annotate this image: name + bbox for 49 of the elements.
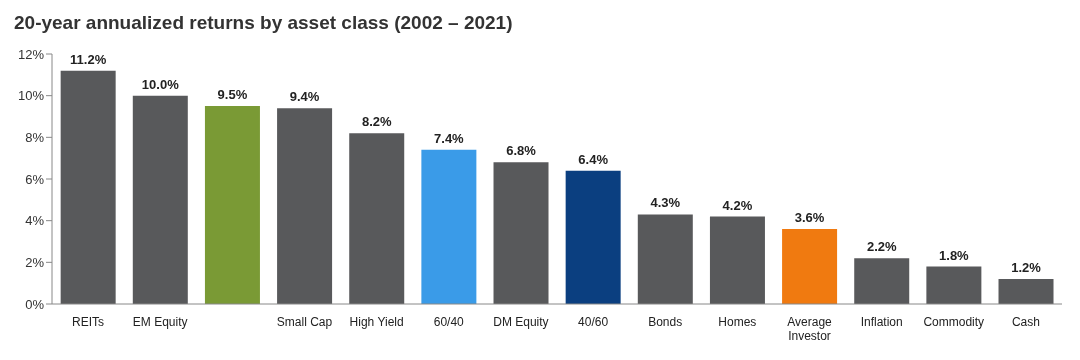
data-label: 9.4%	[289, 89, 320, 105]
chart-title: 20-year annualized returns by asset class (2002 – 2021)	[13, 11, 514, 35]
data-label: 7.4%	[434, 130, 465, 146]
x-tick-label: High Yield	[349, 315, 404, 329]
bar	[709, 216, 765, 304]
x-tick-label: REITs	[72, 315, 105, 329]
bar	[132, 95, 188, 304]
bar	[782, 229, 838, 304]
y-tick-label: 6%	[25, 171, 45, 187]
data-label: 4.2%	[722, 197, 753, 213]
x-tick-label: 60/40	[433, 315, 465, 329]
bar	[854, 258, 910, 304]
y-tick-label: 0%	[25, 296, 45, 312]
x-tick-label: Cash	[1011, 315, 1040, 329]
x-tick-label: EM Equity	[132, 315, 188, 329]
data-label: 10.0%	[141, 76, 180, 92]
bar	[204, 106, 260, 304]
data-label: 1.2%	[1011, 260, 1042, 275]
y-tick-label: 4%	[25, 213, 45, 229]
bar	[421, 149, 477, 304]
data-label: 4.3%	[650, 195, 681, 211]
bar	[565, 170, 621, 304]
data-label: 1.8%	[939, 247, 970, 263]
data-label: 3.6%	[794, 210, 825, 225]
bar	[349, 133, 405, 304]
x-tick-label: Average Investor	[787, 315, 833, 343]
x-tick-label: DM Equity	[493, 315, 549, 329]
x-tick-label: 40/60	[578, 315, 609, 329]
bar	[998, 279, 1054, 304]
data-label: 6.4%	[578, 151, 609, 167]
y-tick-label: 2%	[25, 254, 45, 270]
x-tick-label: Homes	[718, 315, 757, 329]
bar	[277, 108, 333, 304]
x-tick-label: Commodity	[923, 315, 985, 329]
data-label: 2.2%	[866, 239, 897, 255]
y-tick-label: 8%	[25, 129, 45, 145]
data-label: 9.5%	[217, 87, 248, 103]
bar	[493, 162, 549, 304]
x-tick-label: Small Cap	[276, 315, 333, 329]
data-label: 6.8%	[506, 143, 537, 159]
y-tick-label: 10%	[17, 88, 45, 104]
data-label: 11.2%	[70, 51, 107, 67]
x-tick-label: Bonds	[648, 315, 683, 329]
bar	[926, 266, 982, 304]
bar	[637, 214, 693, 304]
x-tick-label: Inflation	[860, 315, 903, 329]
bar	[60, 70, 116, 304]
data-label: 8.2%	[361, 114, 392, 130]
y-tick-label: 12%	[17, 46, 45, 62]
